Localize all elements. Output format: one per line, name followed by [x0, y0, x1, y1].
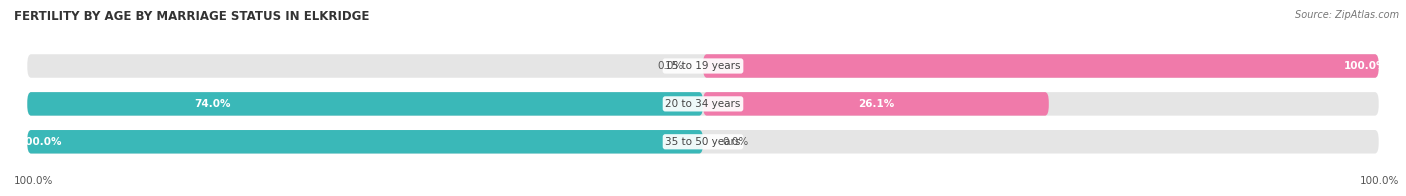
Text: 20 to 34 years: 20 to 34 years	[665, 99, 741, 109]
Text: 26.1%: 26.1%	[858, 99, 894, 109]
Text: 0.0%: 0.0%	[657, 61, 683, 71]
Text: Source: ZipAtlas.com: Source: ZipAtlas.com	[1295, 10, 1399, 20]
FancyBboxPatch shape	[27, 130, 703, 153]
Text: 100.0%: 100.0%	[18, 137, 62, 147]
FancyBboxPatch shape	[27, 54, 1379, 78]
FancyBboxPatch shape	[27, 92, 703, 116]
Text: FERTILITY BY AGE BY MARRIAGE STATUS IN ELKRIDGE: FERTILITY BY AGE BY MARRIAGE STATUS IN E…	[14, 10, 370, 23]
Text: 74.0%: 74.0%	[194, 99, 231, 109]
FancyBboxPatch shape	[27, 130, 1379, 153]
Text: 35 to 50 years: 35 to 50 years	[665, 137, 741, 147]
Text: 15 to 19 years: 15 to 19 years	[665, 61, 741, 71]
Text: 0.0%: 0.0%	[723, 137, 749, 147]
FancyBboxPatch shape	[27, 92, 1379, 116]
Text: 100.0%: 100.0%	[14, 176, 53, 186]
FancyBboxPatch shape	[703, 54, 1379, 78]
FancyBboxPatch shape	[703, 92, 1049, 116]
Text: 100.0%: 100.0%	[1360, 176, 1399, 186]
Text: 100.0%: 100.0%	[1344, 61, 1388, 71]
